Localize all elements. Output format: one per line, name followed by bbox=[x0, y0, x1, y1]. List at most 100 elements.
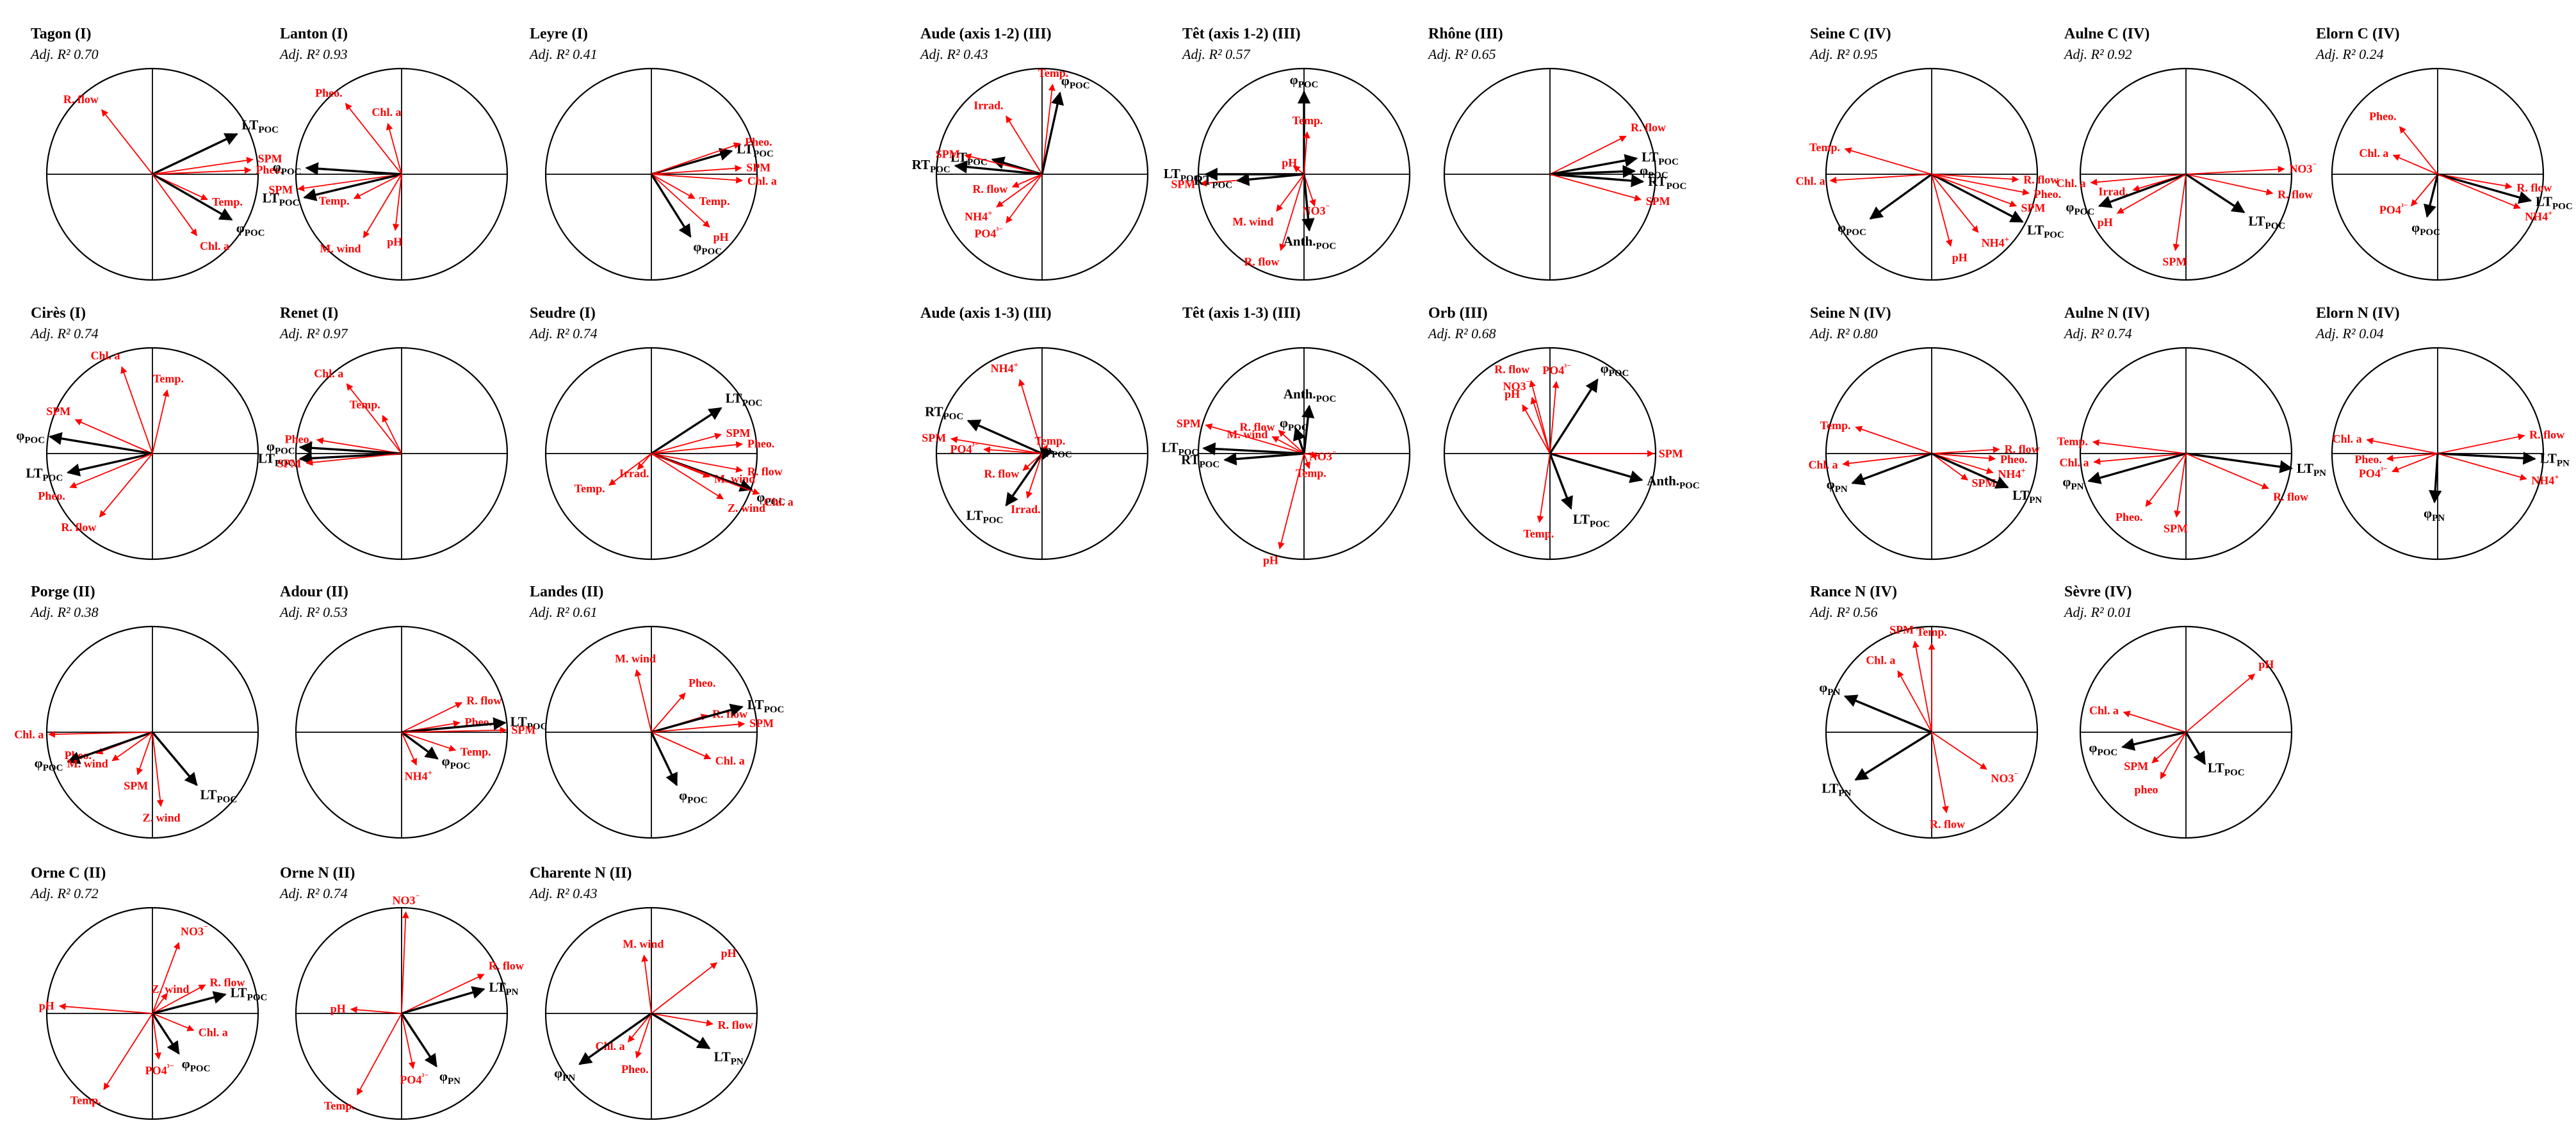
arrow-pheo bbox=[316, 437, 402, 454]
arrow-pheo bbox=[635, 1013, 652, 1059]
variable-label: SPM bbox=[1171, 178, 1195, 191]
panel-adjusted-r2: Adj. R² 0.74 bbox=[29, 325, 99, 341]
variable-label: Temp. bbox=[212, 195, 243, 208]
variable-label: Temp. bbox=[1916, 625, 1947, 638]
arrow-poc bbox=[152, 173, 233, 221]
variable-label: NO3⁻ bbox=[181, 923, 208, 938]
variable-label: LTPOC bbox=[1642, 149, 1679, 167]
arrow-m-wind bbox=[1276, 174, 1305, 212]
arrow-r-flow bbox=[651, 1013, 713, 1027]
variable-label: Chl. a bbox=[764, 495, 794, 508]
arrow-poc bbox=[305, 162, 402, 176]
variable-label: φPOC bbox=[1043, 442, 1072, 460]
variable-label: R. flow bbox=[2023, 174, 2058, 186]
variable-label: LTPOC bbox=[26, 465, 63, 483]
panel-title: Seudre (I) bbox=[530, 305, 596, 322]
panel-adjusted-r2: Adj. R² 0.70 bbox=[29, 46, 99, 62]
variable-label: Chl. a bbox=[199, 1026, 228, 1038]
variable-label: NH4+ bbox=[2525, 208, 2552, 223]
correlation-panel-tagon-i: Tagon (I) Adj. R² 0.70 R. flow LTPOC SPMPheo… bbox=[29, 26, 283, 281]
arrow-lt-poc bbox=[152, 991, 227, 1015]
arrow-spm bbox=[651, 432, 722, 454]
panel-adjusted-r2: Adj. R² 0.24 bbox=[2315, 46, 2384, 62]
variable-label: Chl. a bbox=[2089, 704, 2119, 717]
panel-adjusted-r2: Adj. R² 0.56 bbox=[1809, 604, 1878, 620]
variable-label: R. flow bbox=[2529, 428, 2564, 441]
arrow-spm bbox=[2172, 174, 2187, 251]
variable-label: φPN bbox=[1819, 680, 1840, 698]
arrow-spm bbox=[401, 726, 507, 734]
variable-label: Chl. a bbox=[715, 755, 745, 767]
panel-title: Tagon (I) bbox=[31, 26, 91, 42]
variable-label: RTPOC bbox=[912, 157, 950, 175]
variable-label: Temp. bbox=[1035, 434, 1066, 447]
variable-label: φPOC bbox=[2066, 199, 2094, 217]
panel-adjusted-r2: Adj. R² 0.74 bbox=[279, 885, 348, 901]
variable-label: φPOC bbox=[693, 239, 722, 257]
variable-label: M. wind bbox=[1227, 428, 1268, 441]
variable-label: RTPOC bbox=[1181, 452, 1219, 470]
correlation-panel-elorn-n-iv: Elorn N (IV) Adj. R² 0.04 Chl. a Pheo.PO4³⁻… bbox=[2315, 305, 2570, 561]
correlation-panel-aulne-c-iv: Aulne C (IV) Adj. R² 0.92 Chl. a Irrad. φPOC… bbox=[2057, 26, 2317, 281]
arrow-ph bbox=[1292, 165, 1305, 175]
variable-label: R. flow bbox=[718, 1019, 753, 1031]
arrow-r-flow bbox=[401, 701, 463, 733]
panel-title: Charente N (II) bbox=[530, 865, 632, 881]
variable-label: R. flow bbox=[466, 694, 501, 707]
panel-adjusted-r2: Adj. R² 0.74 bbox=[528, 325, 598, 341]
arrow-chl-a bbox=[48, 730, 153, 738]
variable-label: PO4³⁻ bbox=[2379, 202, 2408, 217]
variable-label: Chl. a bbox=[2057, 177, 2086, 190]
variable-label: SPM bbox=[124, 780, 148, 792]
arrow-no3 bbox=[1931, 732, 1987, 770]
variable-label: SPM bbox=[1889, 623, 1914, 636]
panel-title: Renet (I) bbox=[280, 305, 338, 322]
arrow-spm bbox=[651, 721, 746, 733]
arrow-pheo bbox=[2145, 453, 2187, 507]
arrow-r-flow bbox=[2185, 453, 2269, 489]
variable-label: Chl. a bbox=[90, 349, 120, 362]
arrow-lt-poc bbox=[1549, 453, 1573, 510]
arrow-temp bbox=[1855, 425, 1932, 454]
arrow-temp bbox=[2092, 439, 2187, 454]
panel-title: Orb (III) bbox=[1428, 305, 1488, 322]
variable-label: R. flow bbox=[489, 960, 524, 972]
variable-label: LTPN bbox=[2297, 461, 2326, 479]
variable-label: PO4³⁻ bbox=[145, 1062, 174, 1077]
arrow-poc bbox=[2121, 731, 2187, 751]
variable-label: LTPOC bbox=[1164, 166, 1201, 184]
arrow-lt-pn bbox=[1854, 731, 1932, 781]
arrow-no3 bbox=[401, 911, 409, 1014]
variable-label: φPOC bbox=[1061, 73, 1090, 91]
variable-label: R. flow bbox=[61, 521, 96, 534]
variable-label: R. flow bbox=[210, 976, 245, 989]
variable-label: Temp. bbox=[461, 746, 491, 758]
arrow-spm bbox=[136, 732, 153, 776]
correlation-panel-aude-axis-1-2-iii: Aude (axis 1-2) (III) Adj. R² 0.43 Temp.φP… bbox=[912, 26, 1149, 281]
arrow-lt-pn bbox=[651, 1012, 711, 1049]
arrow-anth-poc bbox=[1549, 452, 1643, 483]
panel-title: Elorn C (IV) bbox=[2316, 26, 2400, 42]
correlation-panel-lanton-i: Lanton (I) Adj. R² 0.93 Pheo. Chl. a φPOC SPM… bbox=[263, 26, 509, 281]
arrow-chl-a bbox=[2123, 710, 2187, 733]
variable-label: Chl. a bbox=[314, 367, 343, 380]
arrow-lt-poc bbox=[651, 407, 722, 455]
variable-label: φPOC bbox=[1838, 220, 1866, 238]
arrow-rt-poc bbox=[1223, 452, 1305, 466]
arrow-r-flow bbox=[2185, 174, 2274, 195]
variable-label: NH4+ bbox=[2531, 472, 2559, 487]
arrow-pheo bbox=[152, 167, 252, 175]
arrow-lt-poc bbox=[1005, 453, 1043, 507]
arrow-m-wind bbox=[634, 669, 652, 733]
arrow-po4 bbox=[1549, 381, 1560, 454]
arrow-nh4 bbox=[1931, 453, 1994, 474]
correlation-panel-aulne-n-iv: Aulne N (IV) Adj. R² 0.74 Temp. Chl. a φPN Ph… bbox=[2057, 305, 2326, 561]
variable-label: PO4³⁻ bbox=[2359, 465, 2388, 480]
correlation-panel-aude-axis-1-3-iii: Aude (axis 1-3) (III) NH4+ RTPOC SPM PO4³⁻ Te… bbox=[920, 305, 1149, 561]
arrow-poc bbox=[298, 441, 402, 455]
variable-label: φPN bbox=[439, 1069, 461, 1086]
arrow-spm bbox=[1931, 453, 1968, 480]
arrow-poc bbox=[1549, 378, 1599, 454]
variable-label: R. flow bbox=[972, 183, 1007, 195]
